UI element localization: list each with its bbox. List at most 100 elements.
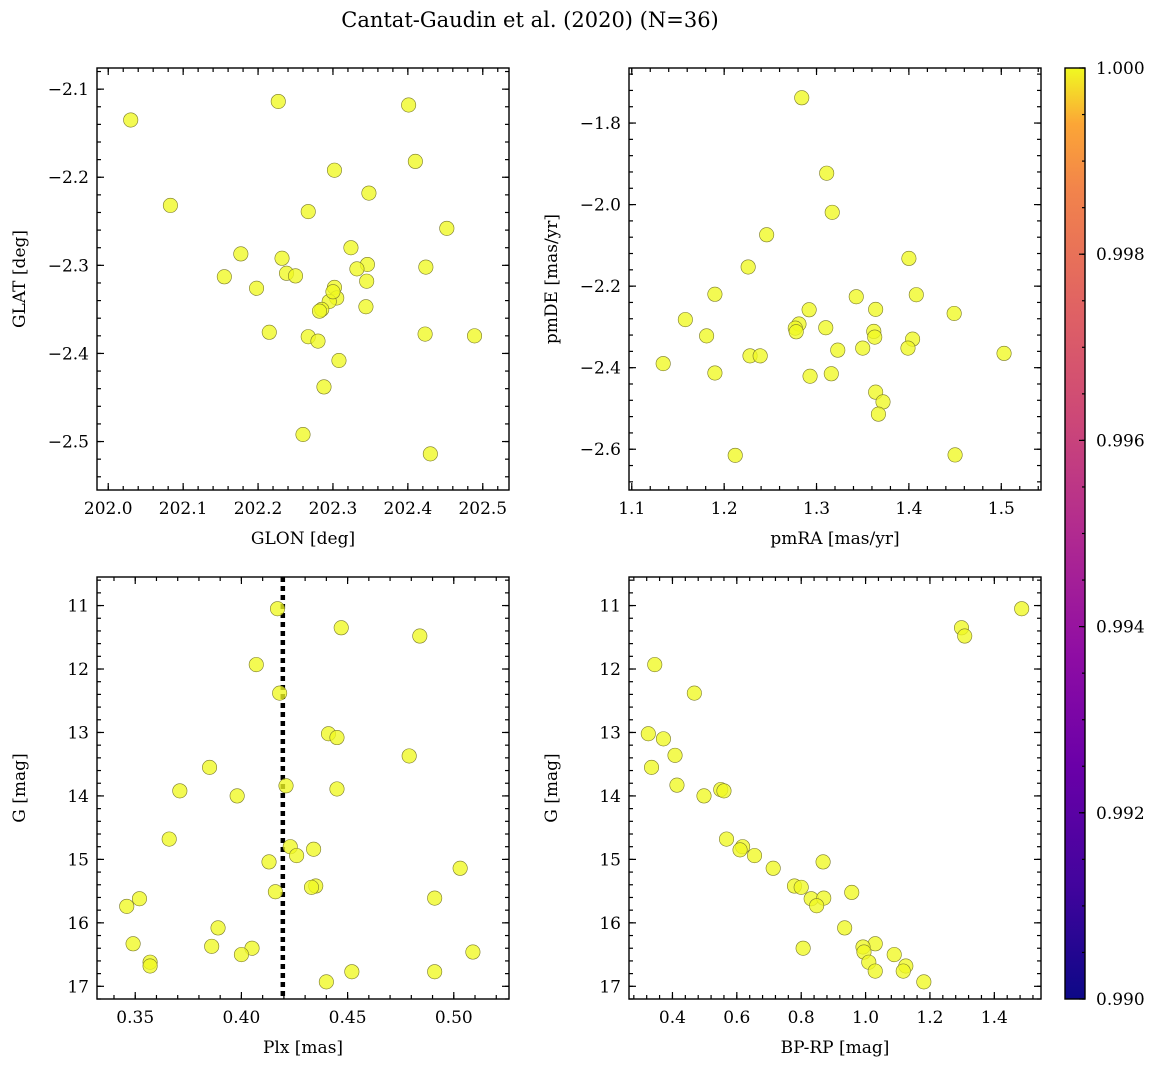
data-point bbox=[316, 379, 332, 395]
data-point bbox=[349, 261, 365, 277]
data-point bbox=[716, 783, 732, 799]
data-point bbox=[289, 848, 305, 864]
y-tick-label: 14 bbox=[67, 787, 89, 807]
data-point bbox=[900, 340, 916, 356]
data-point bbox=[452, 860, 468, 876]
data-point bbox=[644, 759, 660, 775]
data-point bbox=[848, 289, 864, 305]
data-point bbox=[401, 97, 417, 113]
data-point bbox=[837, 920, 853, 936]
data-point bbox=[329, 781, 345, 797]
y-axis-label: G [mag] bbox=[10, 753, 30, 822]
data-point bbox=[732, 842, 748, 858]
data-point bbox=[465, 944, 481, 960]
x-axis-label: GLON [deg] bbox=[251, 529, 355, 549]
y-axis-label: GLAT [deg] bbox=[10, 230, 30, 328]
y-tick-label: −1.8 bbox=[580, 114, 621, 134]
data-point bbox=[947, 447, 963, 463]
y-tick-label: 16 bbox=[67, 914, 89, 934]
data-point bbox=[747, 848, 763, 864]
data-point bbox=[288, 268, 304, 284]
data-point bbox=[161, 831, 177, 847]
data-point bbox=[727, 447, 743, 463]
data-point bbox=[439, 220, 455, 236]
x-tick-label: 0.35 bbox=[116, 1008, 154, 1028]
y-tick-label: −2.2 bbox=[580, 277, 621, 297]
colorbar: 0.990 0.992 0.994 0.996 0.998 1.000 bbox=[1064, 59, 1145, 1010]
data-point bbox=[655, 731, 671, 747]
data-point bbox=[647, 657, 663, 673]
data-point bbox=[427, 890, 443, 906]
data-point bbox=[142, 958, 158, 974]
y-tick-label: 12 bbox=[67, 660, 89, 680]
y-tick-label: −2.4 bbox=[580, 359, 621, 379]
data-point bbox=[119, 898, 135, 914]
data-point bbox=[946, 305, 962, 321]
panel-pmra-pmde: 1.1 1.2 1.3 1.4 1.5 −2.6 −2.4 −2.2 −2.0 −1.8 pmRA … bbox=[542, 67, 1042, 549]
data-point bbox=[303, 879, 319, 895]
data-point bbox=[306, 841, 322, 857]
colorbar-tick-label: 0.990 bbox=[1096, 990, 1145, 1010]
plot-frame bbox=[96, 576, 510, 1000]
colorbar-tick-label: 0.998 bbox=[1096, 245, 1145, 265]
data-point bbox=[267, 884, 283, 900]
data-point bbox=[249, 280, 265, 296]
y-tick-label: 15 bbox=[67, 850, 89, 870]
panel-glon-glat: 202.0 202.1 202.2 202.3 202.4 202.5 −2.5 −2.4 −2… bbox=[10, 67, 510, 549]
y-tick-label: 15 bbox=[599, 850, 621, 870]
data-point bbox=[794, 90, 810, 106]
data-point bbox=[719, 831, 735, 847]
data-point bbox=[867, 963, 883, 979]
data-point bbox=[830, 342, 846, 358]
plot-frame bbox=[628, 576, 1042, 1000]
figure-title: Cantat-Gaudin et al. (2020) (N=36) bbox=[341, 8, 719, 32]
data-point bbox=[901, 250, 917, 266]
y-tick-label: 14 bbox=[599, 787, 621, 807]
data-point bbox=[325, 284, 341, 300]
data-point bbox=[696, 788, 712, 804]
plot-frame bbox=[628, 67, 1042, 491]
data-point bbox=[417, 326, 433, 342]
x-tick-label: 202.5 bbox=[458, 499, 507, 519]
data-point bbox=[801, 302, 817, 318]
data-point bbox=[686, 685, 702, 701]
data-point bbox=[310, 333, 326, 349]
x-tick-label: 202.2 bbox=[234, 499, 283, 519]
data-point bbox=[819, 165, 835, 181]
y-tick-label: −2.6 bbox=[580, 440, 621, 460]
data-point bbox=[216, 269, 232, 285]
colorbar-tick-label: 0.992 bbox=[1096, 804, 1145, 824]
data-point bbox=[359, 273, 375, 289]
data-point bbox=[343, 240, 359, 256]
x-tick-label: 1.0 bbox=[852, 1008, 879, 1028]
data-point bbox=[318, 974, 334, 990]
data-point bbox=[908, 287, 924, 303]
data-point bbox=[233, 246, 249, 262]
data-point bbox=[172, 783, 188, 799]
x-tick-label: 1.4 bbox=[895, 499, 922, 519]
data-point bbox=[329, 730, 345, 746]
data-point bbox=[272, 685, 288, 701]
data-point bbox=[655, 356, 671, 372]
y-tick-label: 16 bbox=[599, 914, 621, 934]
data-point bbox=[677, 312, 693, 328]
data-point bbox=[793, 879, 809, 895]
x-tick-label: 1.2 bbox=[916, 1008, 943, 1028]
colorbar-tick-label: 1.000 bbox=[1096, 59, 1145, 79]
plot-frame bbox=[96, 67, 510, 491]
colorbar-tick-label: 0.996 bbox=[1096, 431, 1145, 451]
x-tick-label: 1.5 bbox=[988, 499, 1015, 519]
data-point bbox=[261, 324, 277, 340]
data-point bbox=[344, 964, 360, 980]
data-point bbox=[311, 303, 327, 319]
data-point bbox=[868, 301, 884, 317]
data-point bbox=[916, 974, 932, 990]
x-tick-label: 0.4 bbox=[659, 1008, 686, 1028]
data-point bbox=[210, 920, 226, 936]
data-point bbox=[809, 898, 825, 914]
data-point bbox=[844, 884, 860, 900]
x-tick-label: 202.1 bbox=[159, 499, 208, 519]
data-point bbox=[270, 601, 286, 617]
x-tick-label: 0.8 bbox=[788, 1008, 815, 1028]
